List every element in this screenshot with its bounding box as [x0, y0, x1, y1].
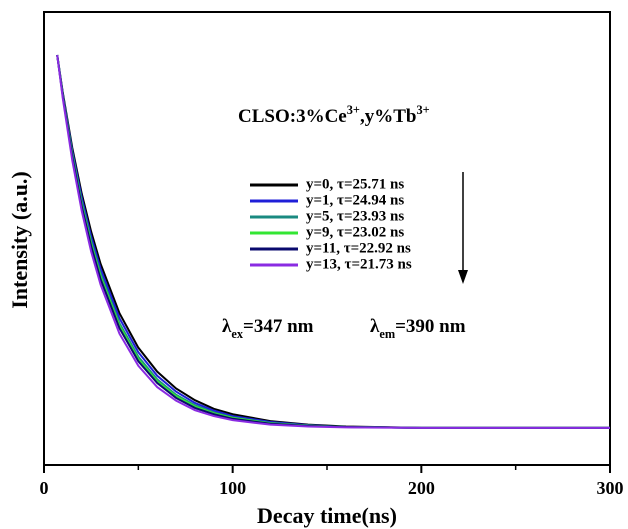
emission-label-part: =390 nm	[395, 316, 466, 337]
emission-label: λem=390 nm	[370, 316, 466, 340]
sample-annotation-part: 3+	[416, 103, 429, 117]
x-tick-label: 100	[219, 478, 246, 498]
legend-label: y=5, τ=23.93 ns	[306, 208, 404, 224]
x-tick-label: 200	[408, 478, 435, 498]
legend-label: y=9, τ=23.02 ns	[306, 224, 404, 240]
excitation-label-part: λ	[222, 316, 232, 337]
emission-label-part: em	[379, 327, 395, 341]
legend-label: y=11, τ=22.92 ns	[306, 240, 411, 256]
x-tick-label: 0	[40, 478, 49, 498]
excitation-label: λex=347 nm	[222, 316, 314, 340]
x-axis-label: Decay time(ns)	[257, 503, 397, 528]
x-tick-label: 300	[597, 478, 624, 498]
excitation-label-part: ex	[231, 327, 243, 341]
trend-arrow-head	[458, 270, 468, 284]
sample-annotation-part: 3+	[347, 103, 360, 117]
sample-annotation-part: CLSO:3%Ce	[238, 106, 347, 127]
legend-label: y=0, τ=25.71 ns	[306, 176, 404, 192]
sample-annotation-part: ,y%Tb	[360, 106, 417, 127]
y-axis-label: Intensity (a.u.)	[7, 171, 32, 309]
decay-curve	[56, 54, 610, 429]
sample-annotation: CLSO:3%Ce3+,y%Tb3+	[238, 103, 430, 128]
legend-label: y=13, τ=21.73 ns	[306, 256, 412, 272]
legend-label: y=1, τ=24.94 ns	[306, 192, 404, 208]
excitation-label-part: =347 nm	[243, 316, 314, 337]
emission-label-part: λ	[370, 316, 380, 337]
